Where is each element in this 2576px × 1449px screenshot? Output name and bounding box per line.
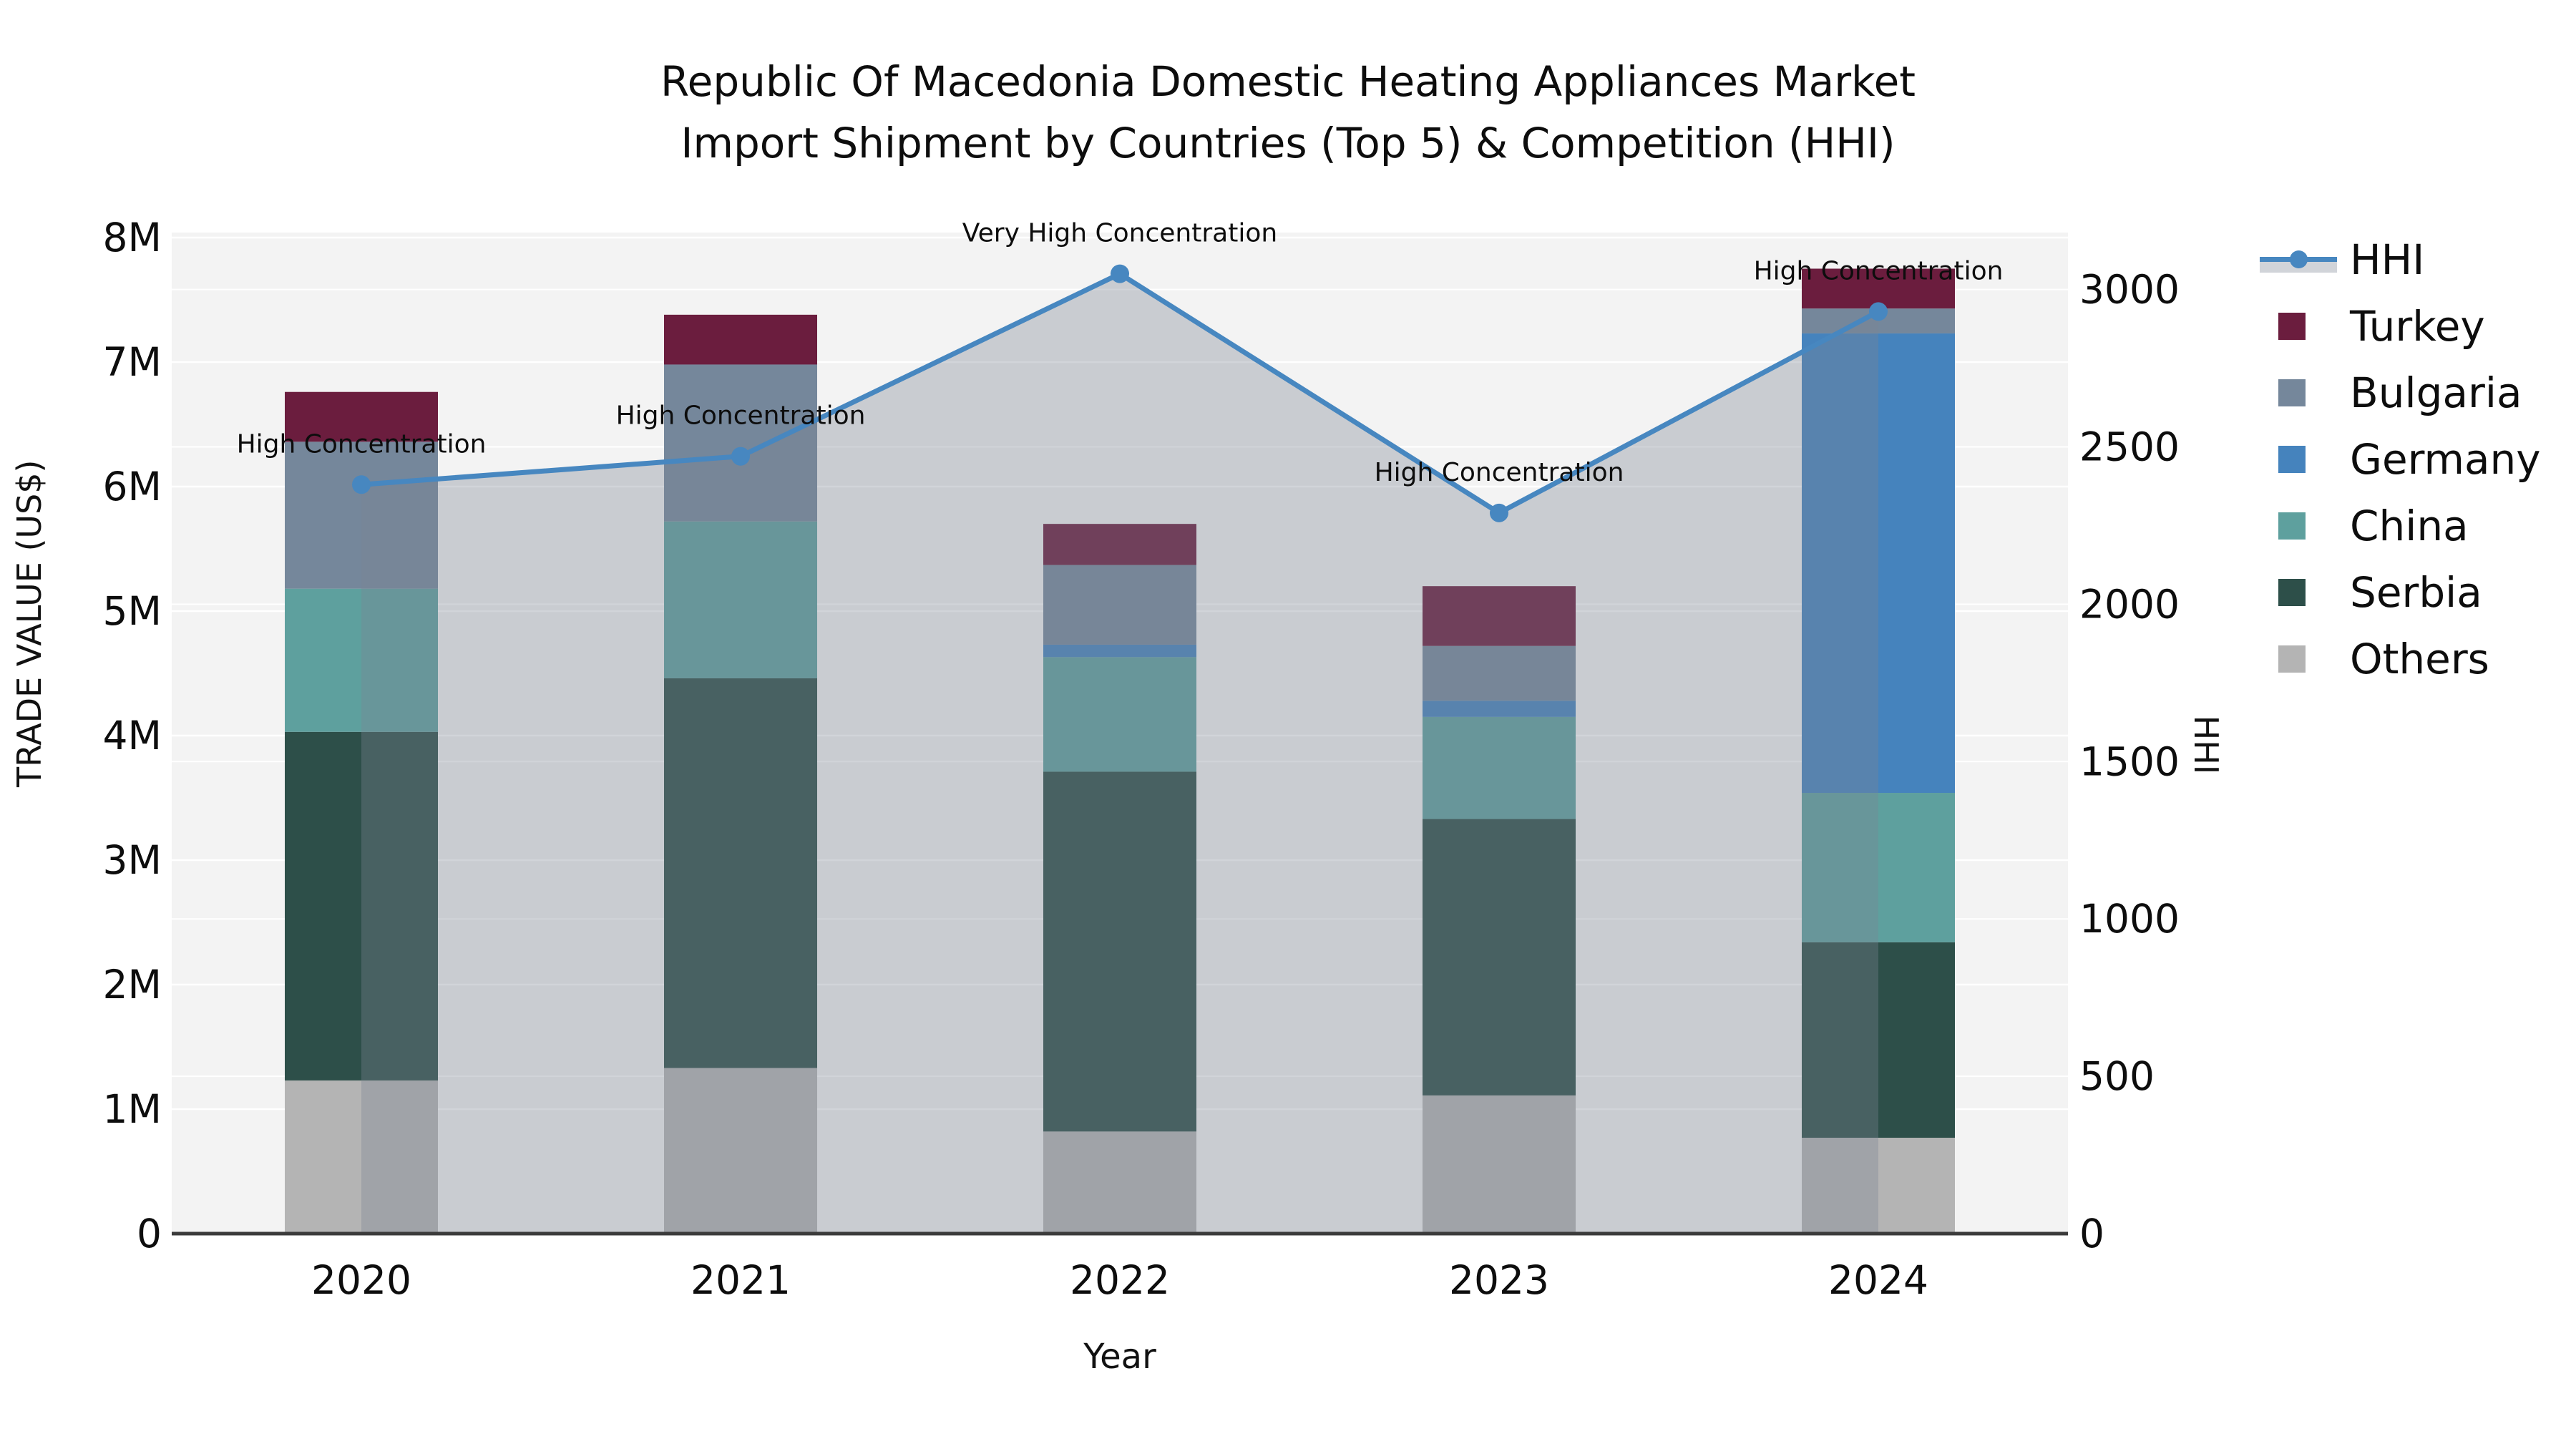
legend: HHI Turkey Bulgaria Germany China Serbia… [2260, 226, 2541, 692]
y-right-tick: 0 [2079, 1211, 2104, 1257]
bar-segment-turkey-2023 [1423, 586, 1576, 646]
bar-segment-china-2023 [1423, 716, 1576, 819]
turkey-swatch-icon [2278, 312, 2306, 340]
bar-segment-others-2021 [664, 1068, 817, 1234]
bar-segment-germany-2024 [1802, 333, 1955, 794]
y-right-tick: 1500 [2079, 738, 2180, 784]
y-right-tick: 1000 [2079, 896, 2180, 942]
bar-segment-turkey-2020 [285, 391, 438, 442]
legend-label: China [2350, 501, 2469, 550]
hhi-marker-2024 [1869, 302, 1888, 321]
bar-segment-serbia-2022 [1043, 771, 1196, 1132]
legend-label: Turkey [2350, 301, 2485, 351]
chart-title-line2: Import Shipment by Countries (Top 5) & C… [680, 118, 1896, 167]
bar-segment-bulgaria-2022 [1043, 565, 1196, 645]
annotation-2020: High Concentration [237, 429, 487, 459]
legend-item-china: China [2260, 492, 2541, 559]
bar-segment-others-2022 [1043, 1131, 1196, 1234]
bar-segment-turkey-2024 [1802, 268, 1955, 309]
x-tick-2024: 2024 [1828, 1257, 1928, 1303]
legend-item-germany: Germany [2260, 426, 2541, 492]
hhi-marker-2023 [1490, 503, 1508, 522]
annotation-2023: High Concentration [1375, 458, 1624, 487]
annotation-2022: Very High Concentration [962, 219, 1277, 248]
bar-segment-china-2024 [1802, 793, 1955, 942]
bar-segment-others-2023 [1423, 1095, 1576, 1234]
bar-segment-serbia-2024 [1802, 942, 1955, 1138]
y-left-tick: 0 [137, 1211, 162, 1257]
x-tick-2020: 2020 [311, 1257, 411, 1303]
bar-segment-serbia-2020 [285, 731, 438, 1080]
y-right-tick: 2500 [2079, 424, 2180, 470]
legend-label: Bulgaria [2350, 368, 2522, 417]
hhi-marker-2021 [731, 447, 750, 466]
bar-segment-bulgaria-2021 [664, 364, 817, 522]
bar-segment-turkey-2022 [1043, 524, 1196, 565]
bar-segment-china-2020 [285, 588, 438, 732]
x-tick-2021: 2021 [691, 1257, 791, 1303]
chart-title-line1: Republic Of Macedonia Domestic Heating A… [660, 57, 1916, 106]
others-swatch-icon [2278, 645, 2306, 673]
bar-segment-germany-2022 [1043, 644, 1196, 658]
bar-segment-others-2020 [285, 1080, 438, 1234]
legend-item-bulgaria: Bulgaria [2260, 359, 2541, 426]
legend-item-serbia: Serbia [2260, 559, 2541, 625]
y-left-tick: 8M [103, 215, 162, 260]
x-tick-2023: 2023 [1449, 1257, 1549, 1303]
bar-segment-serbia-2023 [1423, 819, 1576, 1096]
bar-segment-others-2024 [1802, 1138, 1955, 1234]
y-right-tick: 2000 [2079, 581, 2180, 627]
bar-segment-turkey-2021 [664, 314, 817, 365]
y-right-tick: 500 [2079, 1053, 2155, 1099]
legend-label: Serbia [2350, 567, 2482, 617]
bar-segment-serbia-2021 [664, 678, 817, 1068]
china-swatch-icon [2278, 512, 2306, 540]
y-left-tick: 7M [103, 339, 162, 385]
bar-segment-china-2022 [1043, 657, 1196, 772]
x-tick-2022: 2022 [1070, 1257, 1170, 1303]
y-left-tick: 5M [103, 588, 162, 634]
legend-label: Others [2350, 634, 2489, 683]
legend-item-hhi: HHI [2260, 226, 2541, 293]
annotation-2024: High Concentration [1754, 256, 2004, 286]
chart-title: Republic Of Macedonia Domestic Heating A… [0, 52, 2576, 175]
annotation-2021: High Concentration [616, 401, 866, 431]
bar-segment-china-2021 [664, 521, 817, 678]
hhi-marker-2022 [1111, 264, 1129, 283]
legend-label: Germany [2350, 434, 2541, 484]
hhi-marker-2020 [352, 475, 371, 494]
y-left-tick: 6M [103, 464, 162, 509]
legend-label: HHI [2350, 235, 2425, 284]
serbia-swatch-icon [2278, 578, 2306, 606]
germany-swatch-icon [2278, 445, 2306, 473]
y-left-tick: 3M [103, 837, 162, 883]
x-axis-title: Year [1083, 1337, 1156, 1377]
legend-item-others: Others [2260, 625, 2541, 692]
y-right-tick: 3000 [2079, 267, 2180, 313]
bar-segment-bulgaria-2020 [285, 441, 438, 589]
y-left-tick: 4M [103, 713, 162, 758]
bar-segment-bulgaria-2023 [1423, 645, 1576, 701]
bar-segment-germany-2023 [1423, 701, 1576, 717]
hhi-line-sample-icon [2260, 244, 2337, 275]
legend-item-turkey: Turkey [2260, 293, 2541, 359]
y-left-tick: 2M [103, 962, 162, 1008]
bulgaria-swatch-icon [2278, 379, 2306, 406]
y-left-tick: 1M [103, 1086, 162, 1132]
